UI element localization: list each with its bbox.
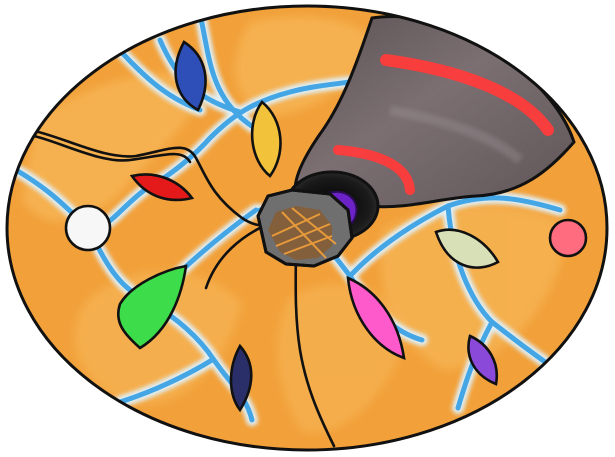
- gem-white: [64, 204, 112, 252]
- gem-yellow: [250, 100, 282, 178]
- gem-violet: [467, 334, 499, 386]
- gem-green: [117, 264, 188, 350]
- disc-texture: [22, 16, 570, 433]
- gem-blue: [174, 40, 207, 112]
- gem-sage: [434, 228, 500, 269]
- central-hub: [256, 188, 354, 268]
- gem-red: [129, 173, 195, 202]
- gem-navy: [229, 343, 253, 413]
- boundary-lines: [28, 128, 336, 448]
- gem-pink: [346, 275, 406, 360]
- gem-rose: [548, 218, 588, 258]
- gems: [64, 40, 588, 413]
- disc-outline: [5, 4, 609, 452]
